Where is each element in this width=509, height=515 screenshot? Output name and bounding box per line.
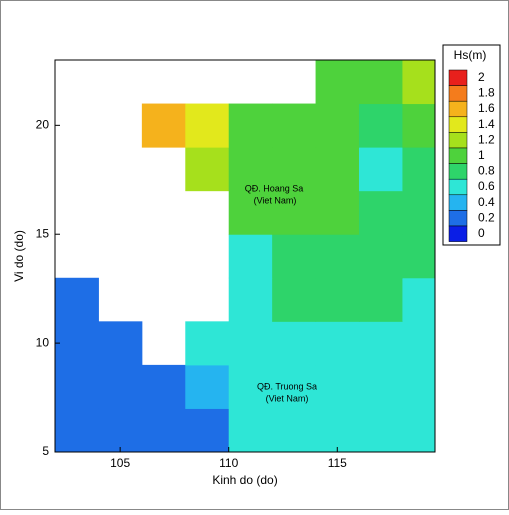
- wave-cell: [402, 321, 435, 366]
- wave-cell: [98, 321, 143, 366]
- wave-cell: [402, 234, 435, 279]
- wave-cell: [228, 321, 273, 366]
- wave-cell: [272, 277, 317, 322]
- wave-cell: [359, 190, 403, 235]
- colorbar-swatch: [448, 85, 468, 102]
- annotation: (Viet Nam): [266, 393, 309, 403]
- wave-cell: [272, 364, 317, 409]
- wave-cell: [228, 190, 273, 235]
- wave-cell: [402, 60, 435, 105]
- y-tick-label: 15: [36, 226, 50, 240]
- wave-cell: [98, 364, 143, 409]
- x-axis-label: Kinh do (do): [212, 473, 277, 487]
- colorbar-label: 2: [478, 70, 485, 84]
- colorbar-label: 0.8: [478, 164, 495, 178]
- wave-cell: [272, 103, 317, 148]
- wave-cell: [141, 364, 186, 409]
- wave-cell: [141, 408, 186, 452]
- wave-cell: [272, 408, 317, 452]
- annotation: QĐ. Truong Sa: [257, 381, 317, 391]
- colorbar-label: 1.8: [478, 86, 495, 100]
- colorbar-swatch: [448, 147, 468, 164]
- wave-cell: [228, 364, 273, 409]
- wave-cell: [315, 190, 360, 235]
- wave-cell: [359, 277, 403, 322]
- wave-cell: [359, 60, 403, 105]
- wave-cell: [315, 234, 360, 279]
- wave-cell: [359, 321, 403, 366]
- colorbar-label: 0: [478, 226, 485, 240]
- wave-cell: [315, 364, 360, 409]
- wave-cell: [402, 103, 435, 148]
- y-axis-label: Vi do (do): [12, 230, 26, 282]
- wave-cell: [55, 321, 99, 366]
- x-tick-label: 110: [219, 456, 238, 470]
- colorbar-label: 0.4: [478, 195, 495, 209]
- wave-cell: [359, 364, 403, 409]
- colorbar-label: 1.2: [478, 132, 495, 146]
- wave-cell: [228, 277, 273, 322]
- colorbar-label: 0.2: [478, 210, 495, 224]
- colorbar-swatch: [448, 69, 468, 86]
- wave-cell: [315, 277, 360, 322]
- wave-cell: [272, 321, 317, 366]
- wave-cell: [315, 408, 360, 452]
- y-tick-label: 10: [36, 335, 50, 349]
- wave-cell: [315, 60, 360, 105]
- annotation: QĐ. Hoang Sa: [245, 183, 304, 193]
- wave-cell: [141, 103, 186, 148]
- wave-cell: [185, 147, 230, 192]
- colorbar-swatch: [448, 178, 468, 196]
- wave-cell: [272, 234, 317, 279]
- wave-cell: [55, 408, 99, 452]
- colorbar-swatch: [448, 210, 468, 227]
- colorbar-title: Hs(m): [454, 48, 487, 62]
- colorbar-swatch: [448, 100, 468, 118]
- colorbar-swatch: [448, 132, 468, 149]
- wave-cell: [98, 408, 143, 452]
- wave-cell: [402, 408, 435, 452]
- wave-cell: [272, 147, 317, 192]
- wave-cell: [185, 408, 230, 452]
- wave-cell: [315, 321, 360, 366]
- wave-cell: [55, 364, 99, 409]
- wave-cell: [359, 408, 403, 452]
- colorbar-swatch: [448, 163, 468, 180]
- annotation: (Viet Nam): [254, 195, 297, 205]
- wave-cell: [185, 364, 230, 409]
- colorbar-label: 0.6: [478, 179, 495, 193]
- x-tick-label: 115: [328, 456, 347, 470]
- wave-cell: [228, 408, 273, 452]
- wave-cell: [228, 103, 273, 148]
- wave-cell: [402, 277, 435, 322]
- wave-cell: [228, 147, 273, 192]
- wave-cell: [55, 277, 99, 322]
- colorbar-label: 1.4: [478, 117, 495, 131]
- wave-cell: [359, 234, 403, 279]
- colorbar-swatch: [448, 194, 468, 211]
- wave-cell: [359, 103, 403, 148]
- wave-cell: [185, 103, 230, 148]
- colorbar-swatch: [448, 225, 468, 242]
- wave-cell: [272, 190, 317, 235]
- x-tick-label: 105: [110, 456, 130, 470]
- wave-field: [55, 60, 435, 452]
- wave-cell: [185, 321, 230, 366]
- plot-frame: [54, 59, 436, 453]
- wave-cell: [228, 234, 273, 279]
- y-tick-label: 5: [42, 444, 49, 458]
- wave-cell: [402, 147, 435, 192]
- colorbar-swatch: [448, 116, 468, 133]
- wave-cell: [402, 190, 435, 235]
- wave-cell: [315, 103, 360, 148]
- wave-cell: [359, 147, 403, 192]
- wave-cell: [315, 147, 360, 192]
- colorbar-label: 1: [478, 148, 485, 162]
- colorbar-label: 1.6: [478, 101, 495, 115]
- y-tick-label: 20: [36, 118, 50, 132]
- wave-cell: [402, 364, 435, 409]
